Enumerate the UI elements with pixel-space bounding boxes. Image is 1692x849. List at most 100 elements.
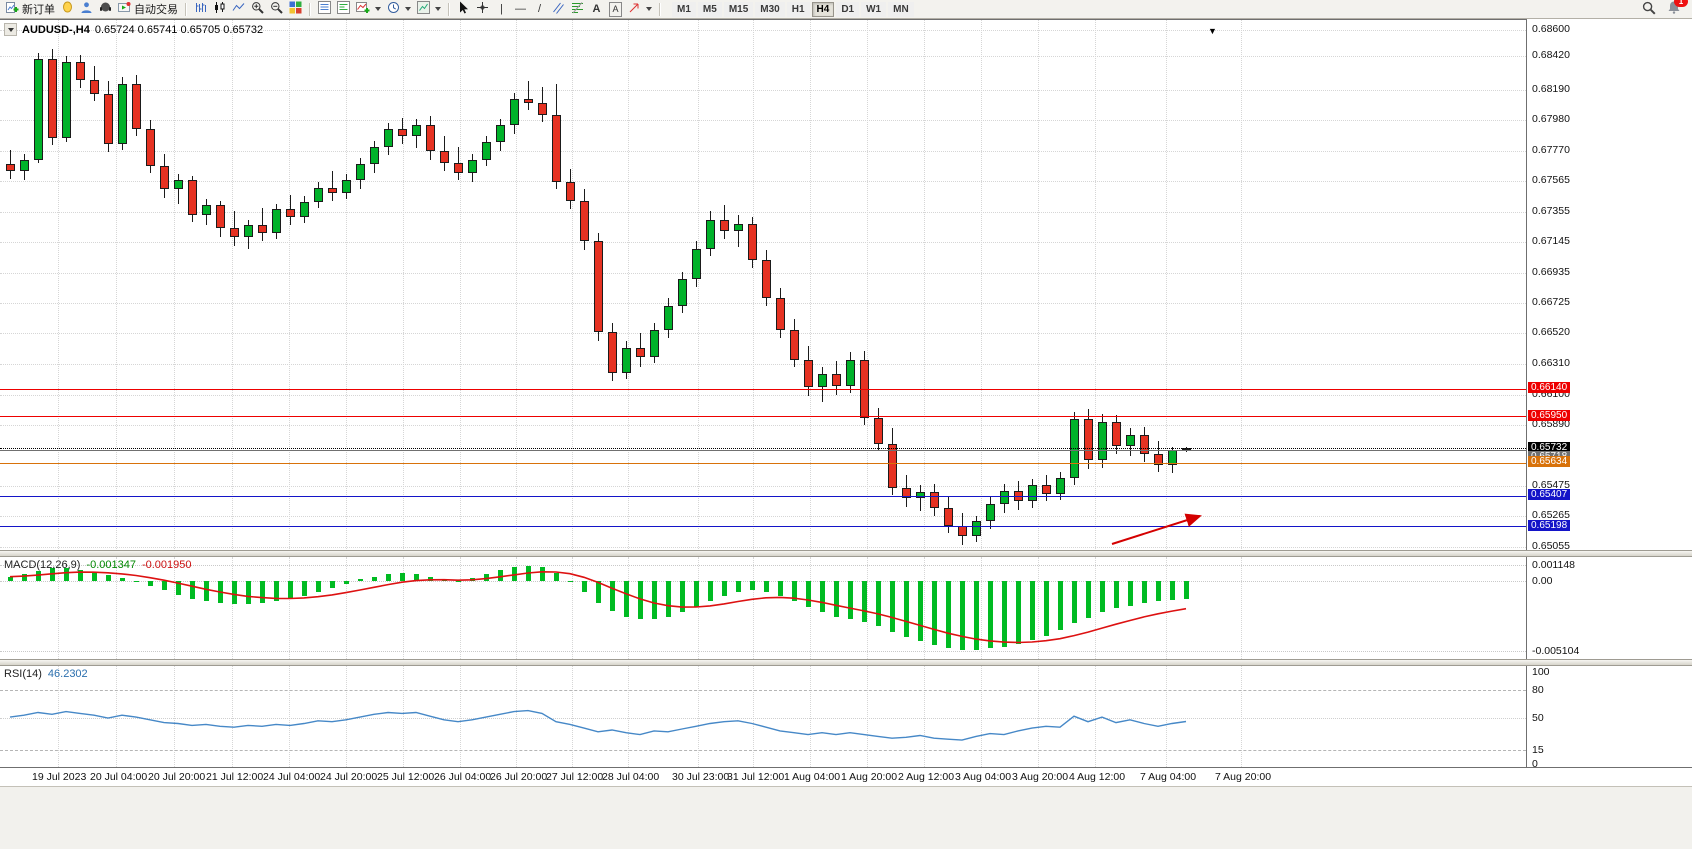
grid-line [0, 180, 1526, 182]
grid-line [0, 425, 1526, 427]
timeframe-button-h4[interactable]: H4 [811, 1, 835, 17]
macd-indicator-panel[interactable]: MACD(12,26,9) -0.001347 -0.001950 [0, 557, 1526, 659]
timeframe-button-m1[interactable]: M1 [672, 1, 696, 17]
price-chart-panel[interactable]: AUDUSD-,H4 0.65724 0.65741 0.65705 0.657… [0, 19, 1526, 551]
new-order-button[interactable]: 新订单 [3, 1, 58, 18]
price-tag-orange-horizontal-line: 0.65634 [1528, 456, 1571, 468]
grid-line [289, 557, 290, 659]
search-button[interactable] [1639, 1, 1659, 18]
timeframe-button-w1[interactable]: W1 [861, 1, 887, 17]
trendline-button[interactable]: / [530, 1, 549, 18]
new-order-label: 新订单 [22, 4, 55, 16]
timeframe-button-m5[interactable]: M5 [697, 1, 722, 17]
vertical-line-button[interactable]: | [492, 1, 511, 18]
grid-line [981, 557, 982, 659]
timeframe-button-m15[interactable]: M15 [723, 1, 754, 17]
chart-ohlc-values: 0.65724 0.65741 0.65705 0.65732 [94, 23, 264, 36]
indicators-button[interactable] [353, 1, 384, 18]
resistance-line-upper[interactable] [0, 388, 1526, 390]
bar-chart-button[interactable] [191, 1, 210, 18]
candle [1028, 485, 1037, 502]
candle [986, 503, 995, 522]
zoom-in-button[interactable] [248, 1, 267, 18]
orange-horizontal-line[interactable] [0, 462, 1526, 464]
macd-histogram-bar [288, 580, 293, 599]
line-chart-button[interactable] [229, 1, 248, 18]
cursor-button[interactable] [454, 1, 473, 18]
panel-splitter-rsi[interactable] [0, 659, 1692, 666]
grid-line [628, 20, 629, 551]
grid-line [403, 20, 404, 551]
fibonacci-button[interactable] [568, 1, 587, 18]
macd-histogram-bar [694, 580, 699, 607]
symbol-dropdown-button[interactable] [4, 23, 17, 36]
grid-line [867, 666, 868, 767]
grid-line [174, 557, 175, 659]
time-scale-axis[interactable]: 19 Jul 2023 20 Jul 04:00 20 Jul 20:00 21 Ju… [0, 767, 1692, 786]
text-label-button[interactable]: A [606, 1, 625, 18]
candle [146, 129, 155, 166]
alerts-button[interactable] [58, 1, 77, 18]
objects-list-button[interactable] [334, 1, 353, 18]
candle [1042, 485, 1051, 494]
rsi-indicator-panel[interactable]: RSI(14) 46.2302 [0, 666, 1526, 767]
grid-line [58, 557, 59, 659]
rsi-title: RSI(14) [4, 668, 42, 680]
time-axis-label: 1 Aug 20:00 [841, 771, 898, 783]
templates-button[interactable] [414, 1, 444, 18]
periods-button[interactable] [384, 1, 414, 18]
price-scale-axis[interactable]: 0.68600 0.68420 0.68190 0.67980 0.67770 0.675… [1526, 19, 1692, 770]
macd-histogram-bar [876, 580, 881, 627]
community-button[interactable] [77, 1, 96, 18]
macd-histogram-bar [582, 580, 587, 592]
arrows-button[interactable] [625, 1, 655, 18]
price-tag-resistance-line-lower: 0.65950 [1528, 409, 1571, 421]
grid-line [753, 666, 754, 767]
grid-line [0, 120, 1526, 122]
time-axis-label: 21 Jul 12:00 [206, 771, 264, 783]
text-button[interactable]: A [587, 1, 606, 18]
grid-line [698, 666, 699, 767]
macd-histogram-bar [666, 580, 671, 617]
macd-histogram-bar [78, 569, 83, 581]
gray-horizontal-line[interactable] [0, 450, 1526, 452]
bid-price-line[interactable] [0, 448, 1526, 450]
support-line-upper[interactable] [0, 495, 1526, 497]
resistance-line-lower[interactable] [0, 416, 1526, 418]
notifications-button[interactable]: 1 [1667, 0, 1688, 19]
macd-histogram-bar [50, 568, 55, 581]
support-line-lower[interactable] [0, 526, 1526, 528]
candle [580, 200, 589, 242]
crosshair-button[interactable] [473, 1, 492, 18]
indicators-caret-icon [375, 7, 381, 11]
chart-shift-marker[interactable]: ▼ [1208, 26, 1217, 36]
macd-histogram-bar [554, 572, 559, 581]
macd-histogram-bar [246, 580, 251, 605]
candlestick-chart-button[interactable] [210, 1, 229, 18]
grid-line [572, 666, 573, 767]
price-axis-label: 0.67565 [1532, 173, 1570, 186]
horizontal-line-button[interactable]: — [511, 1, 530, 18]
candle [734, 223, 743, 232]
grid-line [867, 20, 868, 551]
channel-button[interactable] [549, 1, 568, 18]
timeframe-button-h1[interactable]: H1 [786, 1, 810, 17]
auto-trading-button[interactable]: 自动交易 [115, 1, 181, 18]
timeframe-button-m30[interactable]: M30 [755, 1, 785, 17]
price-axis-label: 0.68600 [1532, 23, 1570, 35]
timeframe-button-mn[interactable]: MN [888, 1, 914, 17]
grid-line [628, 666, 629, 767]
zoom-out-button[interactable] [267, 1, 286, 18]
candle [412, 124, 421, 137]
data-window-button[interactable] [315, 1, 334, 18]
support-button[interactable] [96, 1, 115, 18]
macd-signal-line [9, 570, 1187, 644]
grid-line [460, 666, 461, 767]
macd-histogram-bar [358, 579, 363, 581]
panel-splitter-macd[interactable] [0, 550, 1692, 557]
timeframe-button-d1[interactable]: D1 [836, 1, 860, 17]
toolbar-separator [309, 2, 311, 16]
tile-windows-button[interactable] [286, 1, 305, 18]
candle [496, 124, 505, 143]
price-axis-label: 0.65890 [1532, 418, 1570, 431]
